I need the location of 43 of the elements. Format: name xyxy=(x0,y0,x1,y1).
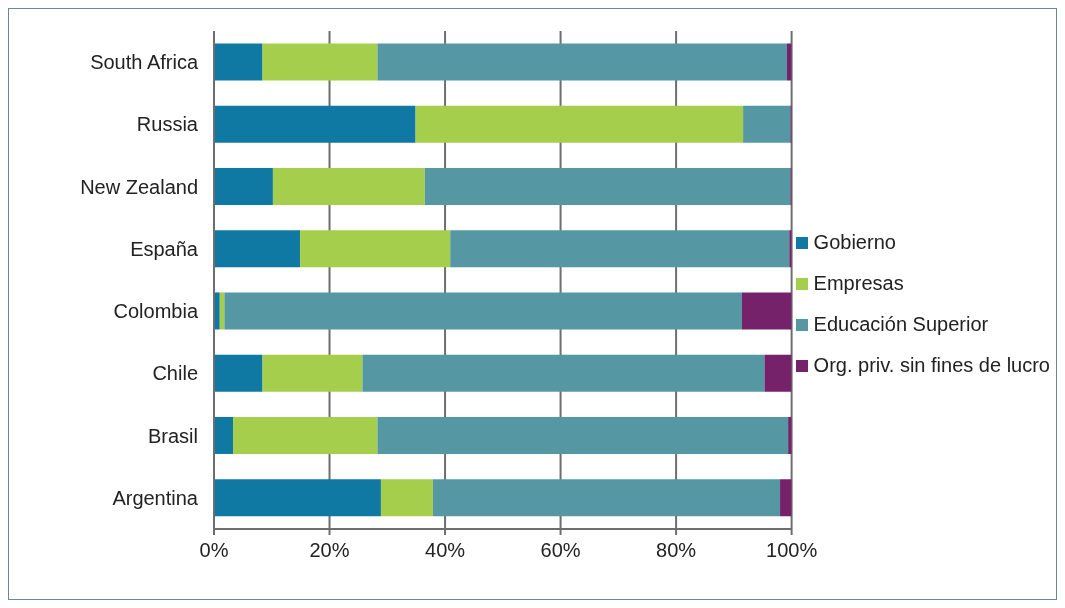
bar xyxy=(362,354,765,392)
x-tick-label: 60% xyxy=(540,539,581,562)
bar xyxy=(233,416,378,454)
bar xyxy=(380,479,433,517)
y-tick-label: España xyxy=(130,237,199,260)
bar xyxy=(377,416,789,454)
bar xyxy=(224,292,742,330)
bar xyxy=(214,167,273,205)
bar xyxy=(272,167,425,205)
bar xyxy=(424,167,791,205)
y-tick-label: South Africa xyxy=(90,51,199,74)
bar xyxy=(214,230,301,268)
bar xyxy=(432,479,781,517)
bar xyxy=(377,43,787,81)
x-tick-label: 100% xyxy=(766,539,818,562)
bar xyxy=(214,354,263,392)
legend-label: Org. priv. sin fines de lucro xyxy=(813,354,1050,377)
bar xyxy=(262,354,363,392)
x-tick-label: 80% xyxy=(656,539,697,562)
y-tick-label: Brasil xyxy=(147,424,198,447)
bar xyxy=(262,43,378,81)
bar xyxy=(214,416,234,454)
x-tick-label: 20% xyxy=(309,539,350,562)
legend-label: Empresas xyxy=(813,272,904,295)
bar xyxy=(450,230,790,268)
y-tick-label: Chile xyxy=(152,362,198,385)
legend-label: Gobierno xyxy=(813,231,896,254)
bar xyxy=(214,105,416,143)
bar xyxy=(743,105,791,143)
y-tick-label: Russia xyxy=(136,113,199,136)
x-tick-label: 40% xyxy=(425,539,466,562)
bar xyxy=(300,230,451,268)
bar xyxy=(214,43,263,81)
bar xyxy=(764,354,792,392)
bar xyxy=(214,479,381,517)
bar xyxy=(780,479,792,517)
bar xyxy=(741,292,792,330)
y-tick-label: New Zealand xyxy=(80,175,198,198)
bar xyxy=(415,105,744,143)
y-tick-label: Argentina xyxy=(112,486,199,509)
x-tick-label: 0% xyxy=(199,539,229,562)
legend-label: Educación Superior xyxy=(813,313,989,336)
y-tick-label: Colombia xyxy=(113,300,199,323)
